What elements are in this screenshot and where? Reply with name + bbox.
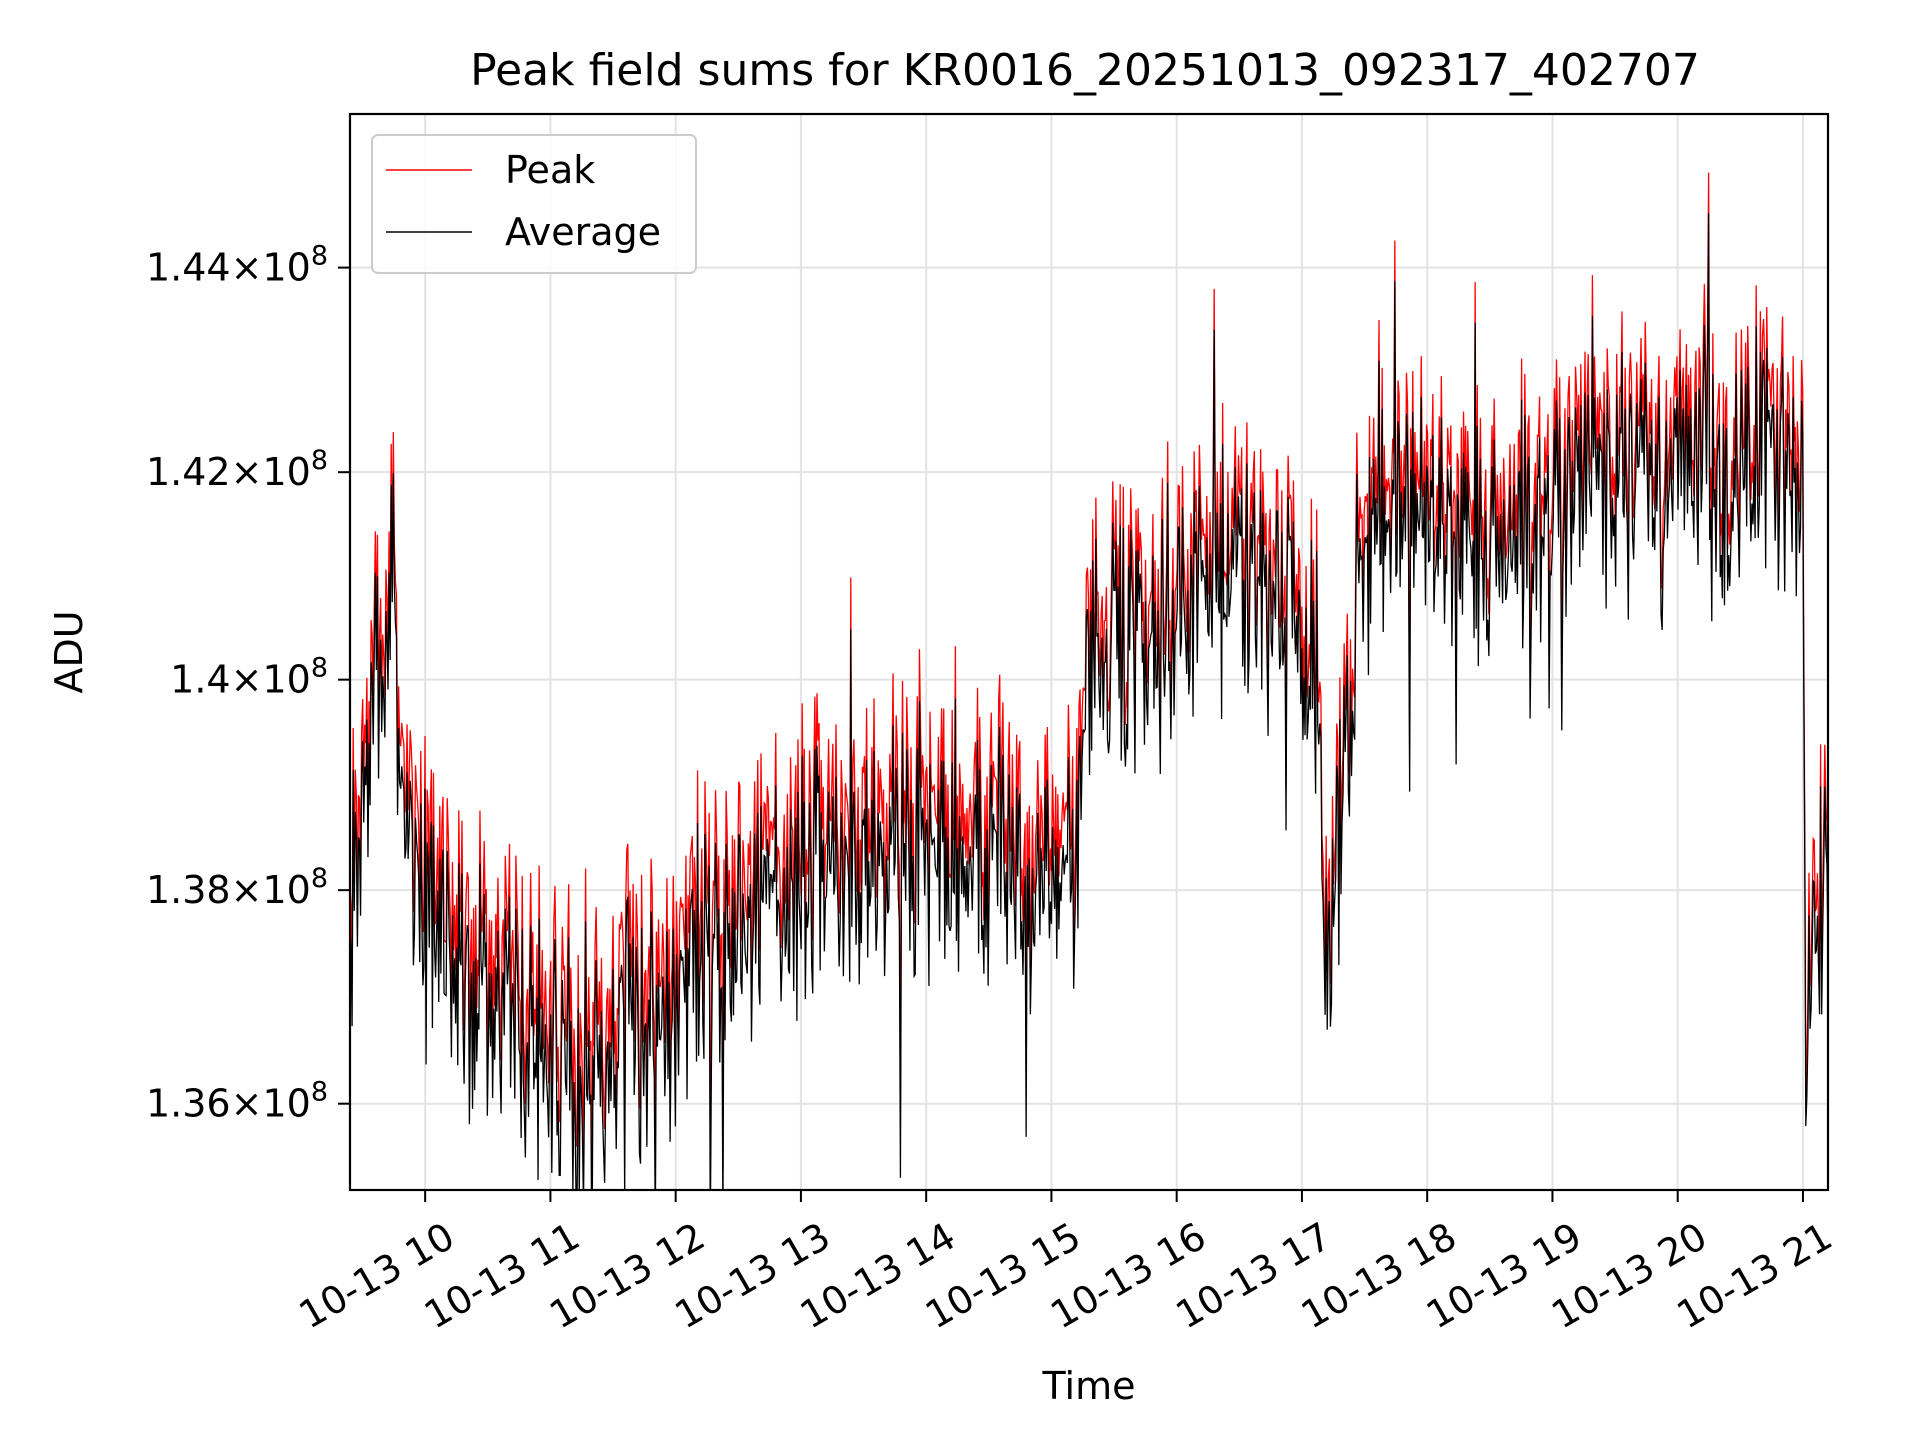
legend-label-peak: Peak	[505, 148, 595, 192]
legend: Peak Average	[371, 134, 697, 274]
x-axis-label: Time	[1042, 1364, 1136, 1408]
grid-lines	[350, 114, 1828, 1190]
y-tick-label: 1.38×108	[146, 863, 328, 912]
series-line-average	[350, 213, 1828, 1190]
legend-label-average: Average	[505, 210, 661, 254]
y-axis-label: ADU	[47, 610, 91, 693]
series-layer	[350, 172, 1828, 1190]
plot-frame	[348, 112, 1830, 1192]
chart-title: Peak field sums for KR0016_20251013_0923…	[470, 45, 1700, 96]
y-axis-ticks: 1.36×108 1.38×108 1.4×108 1.42×108 1.44×108	[146, 241, 350, 1126]
y-tick-label: 1.4×108	[170, 653, 328, 702]
y-tick-label: 1.36×108	[146, 1077, 328, 1126]
y-tick-label: 1.44×108	[146, 241, 328, 290]
y-tick-label: 1.42×108	[146, 445, 328, 494]
